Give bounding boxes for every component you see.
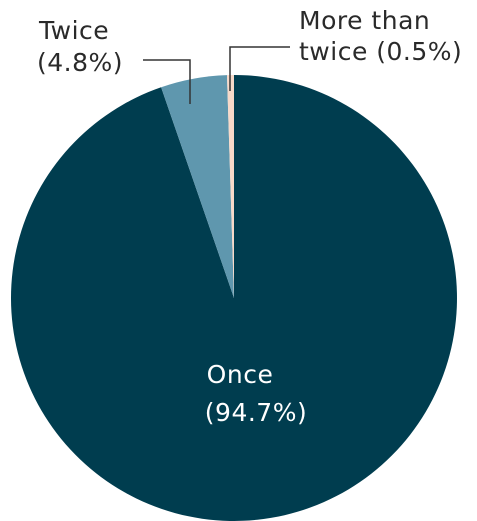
pie-slice-twice [161, 75, 234, 298]
leader-line-more-than-twice [229, 46, 290, 91]
pie-slices [11, 75, 457, 521]
pie-slice-more-than [227, 75, 234, 298]
slice-value-twice: (4.8%) [37, 48, 123, 77]
slice-label-once: Once [207, 360, 274, 389]
slice-label-more-than-twice-line2: twice (0.5%) [299, 37, 462, 66]
slice-label-more-than-twice: More than [299, 6, 430, 35]
pie-slice-once [11, 75, 457, 521]
slice-value-once: (94.7%) [205, 398, 307, 427]
leader-line-twice [143, 59, 191, 104]
slice-label-twice: Twice [38, 16, 109, 45]
